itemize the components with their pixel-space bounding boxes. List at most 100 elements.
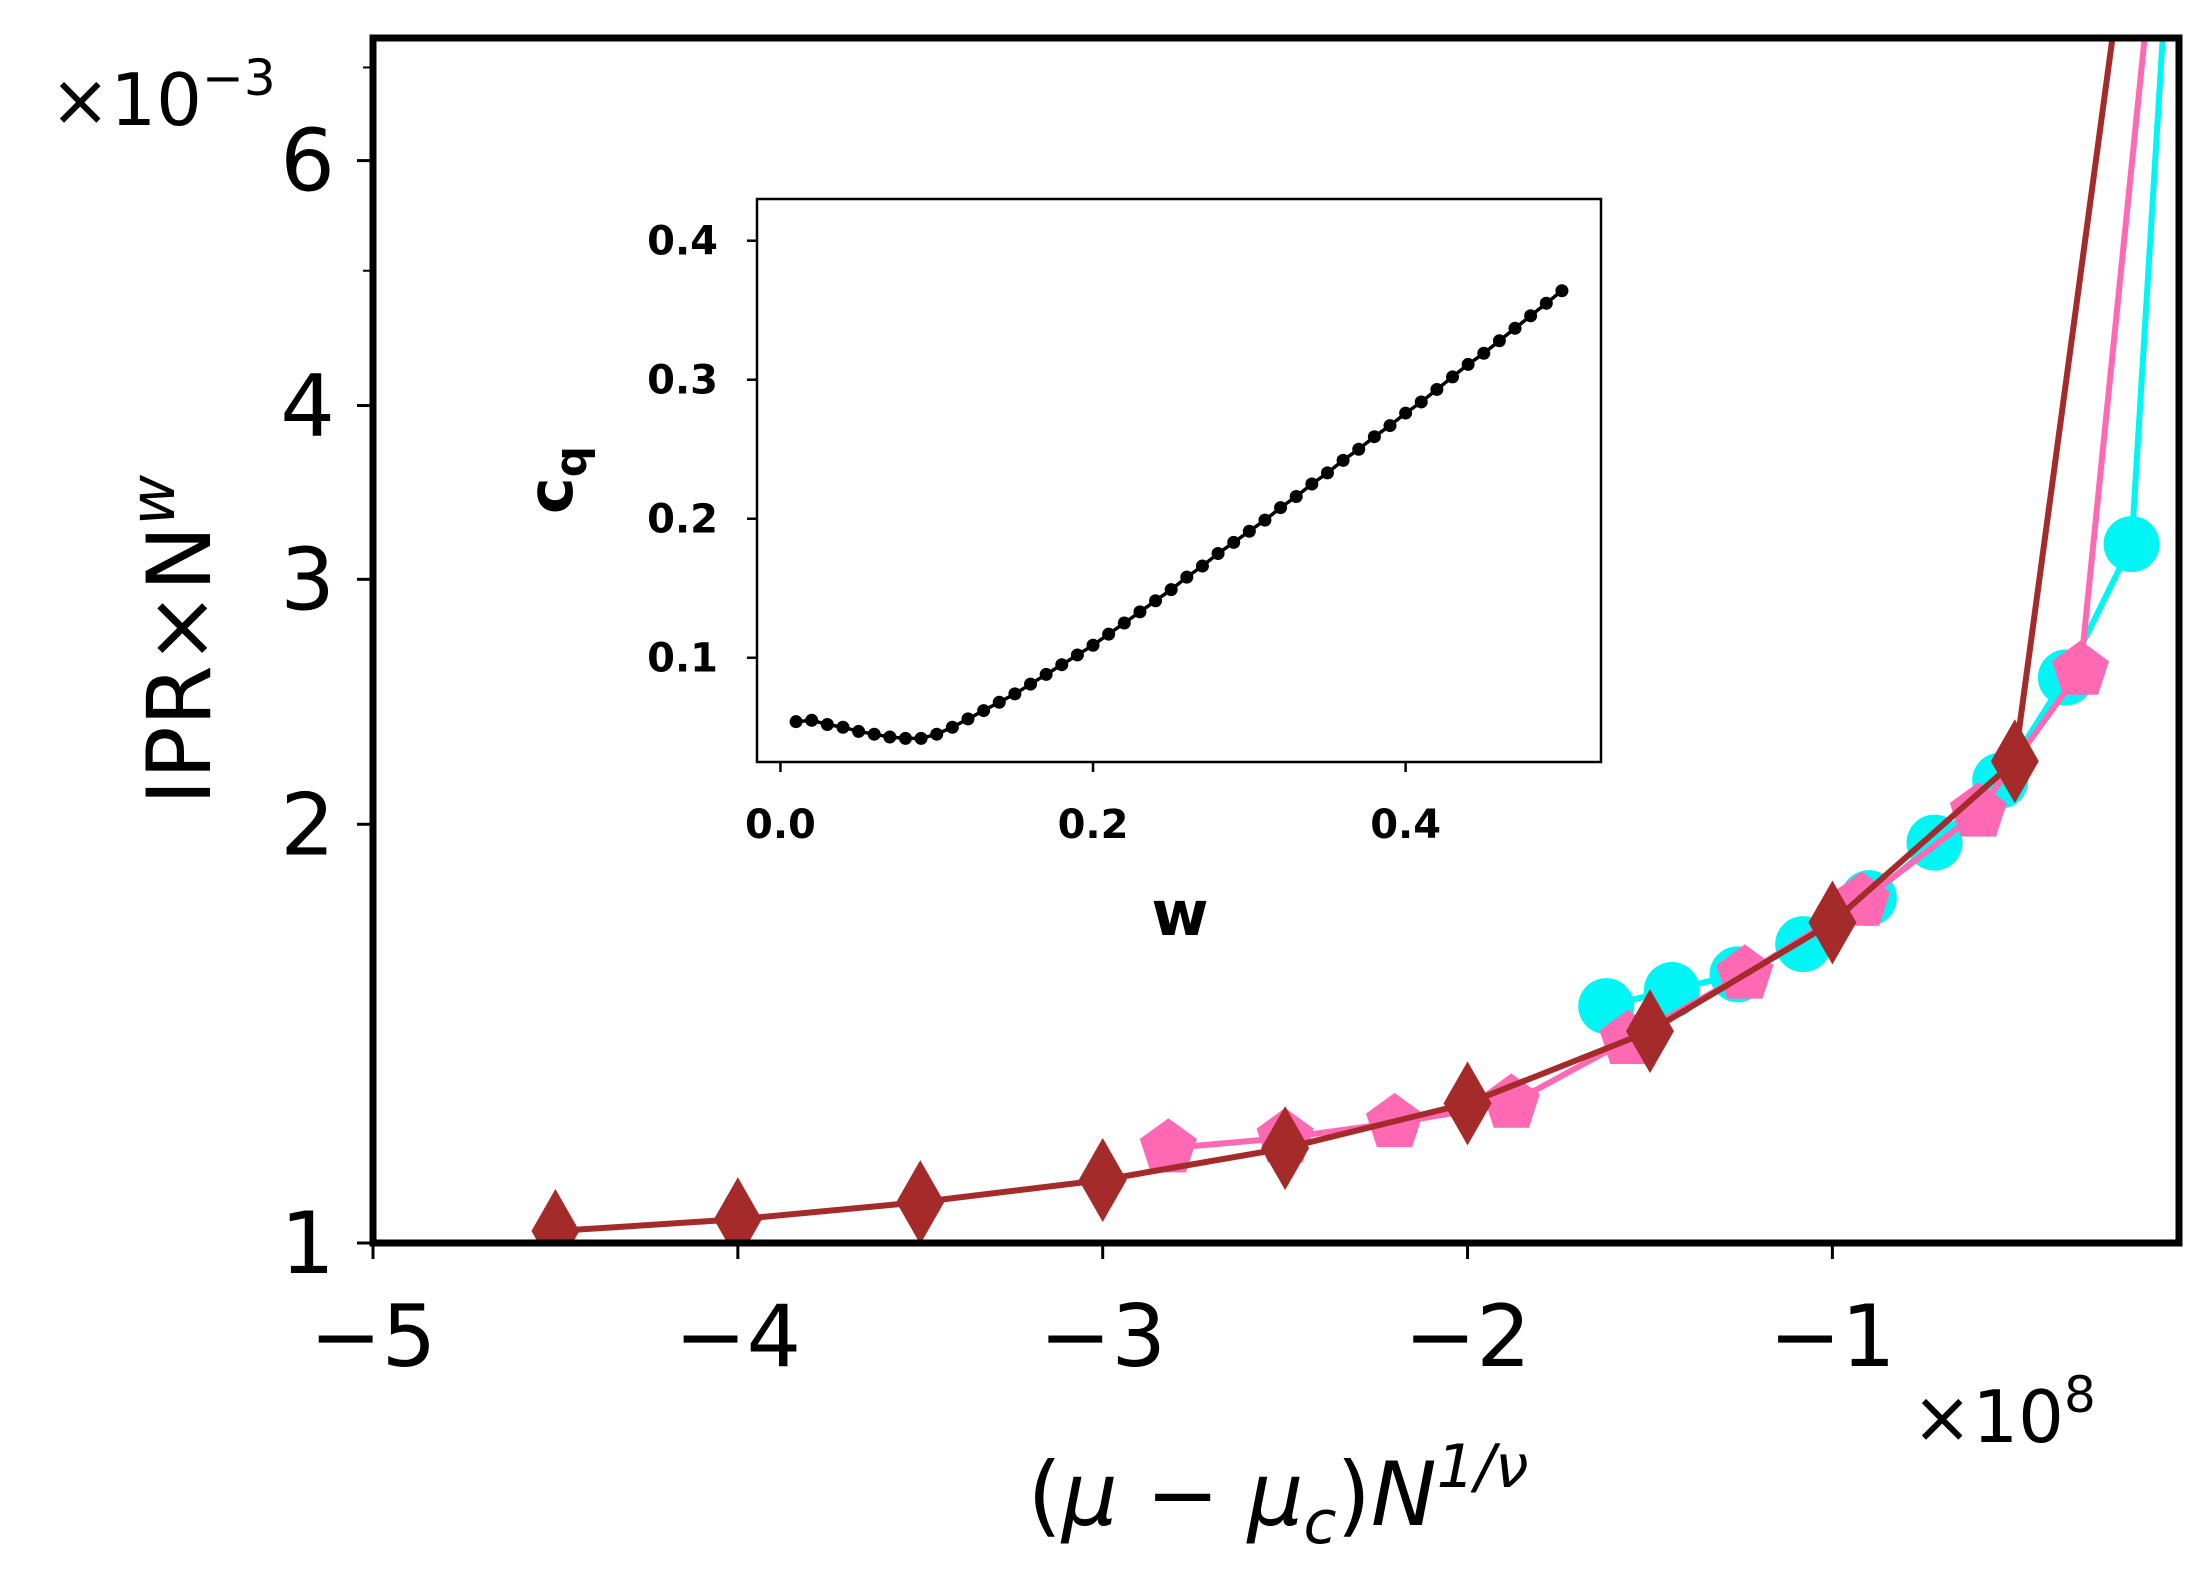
data-point [531,1189,580,1243]
inset-data-point [1508,321,1522,335]
inset-data-point [1399,406,1413,420]
inset-data-point [1164,583,1178,597]
inset-data-point [1524,309,1538,323]
inset-data-point [1055,658,1069,672]
series-line [1605,38,2166,1010]
data-point [1078,1137,1127,1222]
inset-data-point [914,731,928,745]
inset-data-point [1258,513,1272,527]
inset-y-tick-label: 0.4 [647,219,718,265]
inset-data-point [805,713,819,727]
inset-data-point [930,727,944,741]
inset-data-point [867,727,881,741]
main-y-axis-label: IPR×Nw [116,474,231,805]
x-tick-label: −1 [1769,1287,1896,1387]
inset-y-tick-label: 0.3 [647,358,718,404]
y-offset-multiplier: ×10−3 [50,49,276,142]
inset-data-point [1492,334,1506,348]
inset-data-point [1430,382,1444,396]
inset-data-point [883,730,897,744]
inset-data-point [1133,605,1147,619]
main-x-axis-label: (μ − μc)N1/ν [1027,1432,1528,1558]
inset-data-point [977,704,991,718]
main-series-layer [531,38,2166,1243]
inset-data-point [1149,594,1163,608]
inset-data-point [1383,419,1397,433]
inset-data-point [1024,677,1038,691]
inset-data-point [1555,284,1569,298]
inset-y-axis: 0.1 0.2 0.3 0.4 [647,219,757,682]
main-plot: −5 −4 −3 −2 −1 1 2 3 4 6 (μ − μc)N1/ν IPR×Nw ×10… [50,34,2183,1558]
series-brown-diamonds [531,38,2116,1243]
main-plot-frame [369,34,2183,1247]
inset-x-axis-label: w [1151,877,1208,950]
inset-x-tick-label: 0.2 [1058,802,1129,848]
inset-frame [755,197,1603,764]
inset-data-point [1320,466,1334,480]
x-tick-label: −3 [1039,1287,1166,1387]
y-tick-label: 4 [280,357,335,457]
main-y-axis: 1 2 3 4 6 [280,66,370,1294]
inset-data-point [1461,357,1475,371]
data-point [1625,989,1674,1074]
inset-data-point [945,720,959,734]
inset-data-point [1227,535,1241,549]
inset-data-point [1211,546,1225,560]
inset-data-point [1274,501,1288,515]
x-tick-label: −2 [1404,1287,1531,1387]
inset-series-cq [789,284,1569,745]
inset-data-point [1477,346,1491,360]
inset-data-point [1195,559,1209,573]
inset-data-point [1086,638,1100,652]
inset-data-point [789,715,803,729]
y-tick-label: 2 [280,775,335,875]
inset-data-point [1180,570,1194,584]
data-point [1990,719,2039,804]
y-tick-label: 6 [280,112,335,212]
inset-data-point [836,720,850,734]
inset-y-axis-label: cq [514,446,597,514]
inset-series-layer [789,284,1569,745]
series-line [555,38,2116,1234]
inset-data-point [1414,395,1428,409]
inset-x-axis: 0.0 0.2 0.4 [745,762,1441,848]
data-point [713,1177,762,1243]
data-point [896,1160,945,1243]
inset-data-point [1305,477,1319,491]
data-point [1482,1073,1540,1128]
inset-data-point [898,731,912,745]
data-point [1139,1118,1197,1173]
inset-y-tick-label: 0.1 [647,636,718,682]
data-point [1949,782,2007,837]
data-point [2052,640,2109,695]
inset-data-point [992,695,1006,709]
inset-plot: 0.0 0.2 0.4 0.1 0.2 0.3 0.4 w cq [514,197,1603,950]
inset-x-tick-label: 0.0 [745,802,816,848]
inset-data-point [852,724,866,738]
inset-data-point [1367,430,1381,444]
x-offset-multiplier: ×108 [1912,1366,2096,1459]
data-point [1261,1106,1310,1191]
x-tick-label: −5 [310,1287,437,1387]
main-x-axis: −5 −4 −3 −2 −1 [310,1246,1896,1387]
inset-data-point [820,717,834,731]
inset-data-point [1242,524,1256,538]
data-point [2103,516,2160,573]
inset-data-point [1539,296,1553,310]
inset-data-point [1117,616,1131,630]
inset-x-tick-label: 0.4 [1370,802,1441,848]
inset-data-point [1336,453,1350,467]
inset-data-point [1446,370,1460,384]
inset-data-point [961,712,975,726]
inset-background [757,199,1601,762]
inset-data-point [1102,627,1116,641]
inset-data-point [1039,667,1053,681]
x-tick-label: −4 [674,1287,801,1387]
y-tick-label: 3 [280,530,335,630]
inset-data-point [1008,687,1022,701]
inset-data-point [1352,442,1366,456]
inset-data-point [1070,648,1084,662]
data-point [1808,880,1857,965]
data-point [1443,1061,1492,1146]
